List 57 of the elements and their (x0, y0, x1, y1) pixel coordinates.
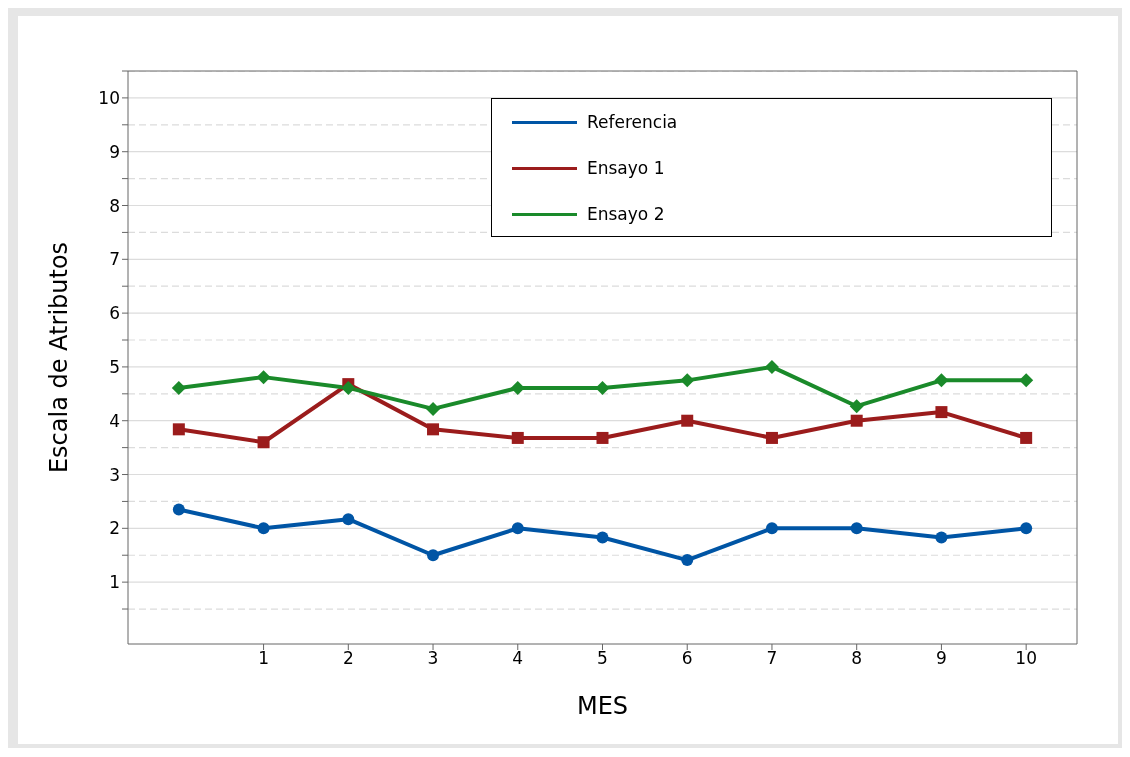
point (681, 554, 694, 567)
point (850, 522, 863, 535)
legend-label: Ensayo 2 (587, 204, 665, 224)
x-tick-label: 4 (512, 648, 524, 669)
y-tick-label: 10 (98, 87, 120, 108)
x-tick-label: 3 (427, 648, 439, 669)
y-tick-label: 2 (109, 518, 120, 539)
y-tick-label: 4 (109, 410, 120, 431)
point (596, 531, 609, 544)
point (341, 380, 356, 395)
x-tick-label: 7 (766, 648, 778, 669)
point (935, 531, 948, 544)
y-tick-label: 7 (109, 249, 120, 270)
point (171, 380, 186, 395)
point (427, 549, 440, 562)
point (257, 522, 270, 535)
point (935, 406, 948, 419)
legend-label: Referencia (587, 112, 678, 132)
point (680, 373, 695, 388)
x-tick-label: 9 (936, 648, 947, 669)
y-tick-label: 1 (109, 572, 120, 593)
point (765, 431, 778, 444)
x-axis-title: MES (576, 692, 629, 720)
y-tick-label: 5 (109, 356, 120, 377)
point (172, 423, 185, 436)
point (764, 359, 779, 374)
point (511, 431, 524, 444)
y-axis-title: Escala de Atributos (44, 241, 73, 474)
point (934, 373, 949, 388)
point (1020, 522, 1033, 535)
y-tick-label: 8 (109, 195, 120, 216)
y-tick-label: 6 (109, 303, 120, 324)
y-tick-label: 9 (109, 141, 120, 162)
x-tick-label: 1 (258, 648, 269, 669)
x-tick-label: 8 (851, 648, 863, 669)
point (342, 513, 355, 526)
point (1020, 431, 1033, 444)
x-tick-label: 2 (342, 648, 354, 669)
x-tick-label: 5 (597, 648, 608, 669)
point (510, 380, 525, 395)
point (172, 503, 185, 516)
point (849, 399, 864, 414)
point (1019, 373, 1034, 388)
point (511, 522, 524, 535)
legend-label: Ensayo 1 (587, 158, 665, 178)
x-tick-label: 10 (1015, 648, 1037, 669)
point (257, 436, 270, 449)
point (426, 401, 441, 416)
point (427, 423, 440, 436)
point (765, 522, 778, 535)
point (681, 414, 694, 427)
x-tick-label: 6 (681, 648, 693, 669)
point (595, 380, 610, 395)
y-tick-label: 3 (109, 464, 120, 485)
point (850, 414, 863, 427)
point (596, 431, 609, 444)
point (256, 370, 271, 385)
